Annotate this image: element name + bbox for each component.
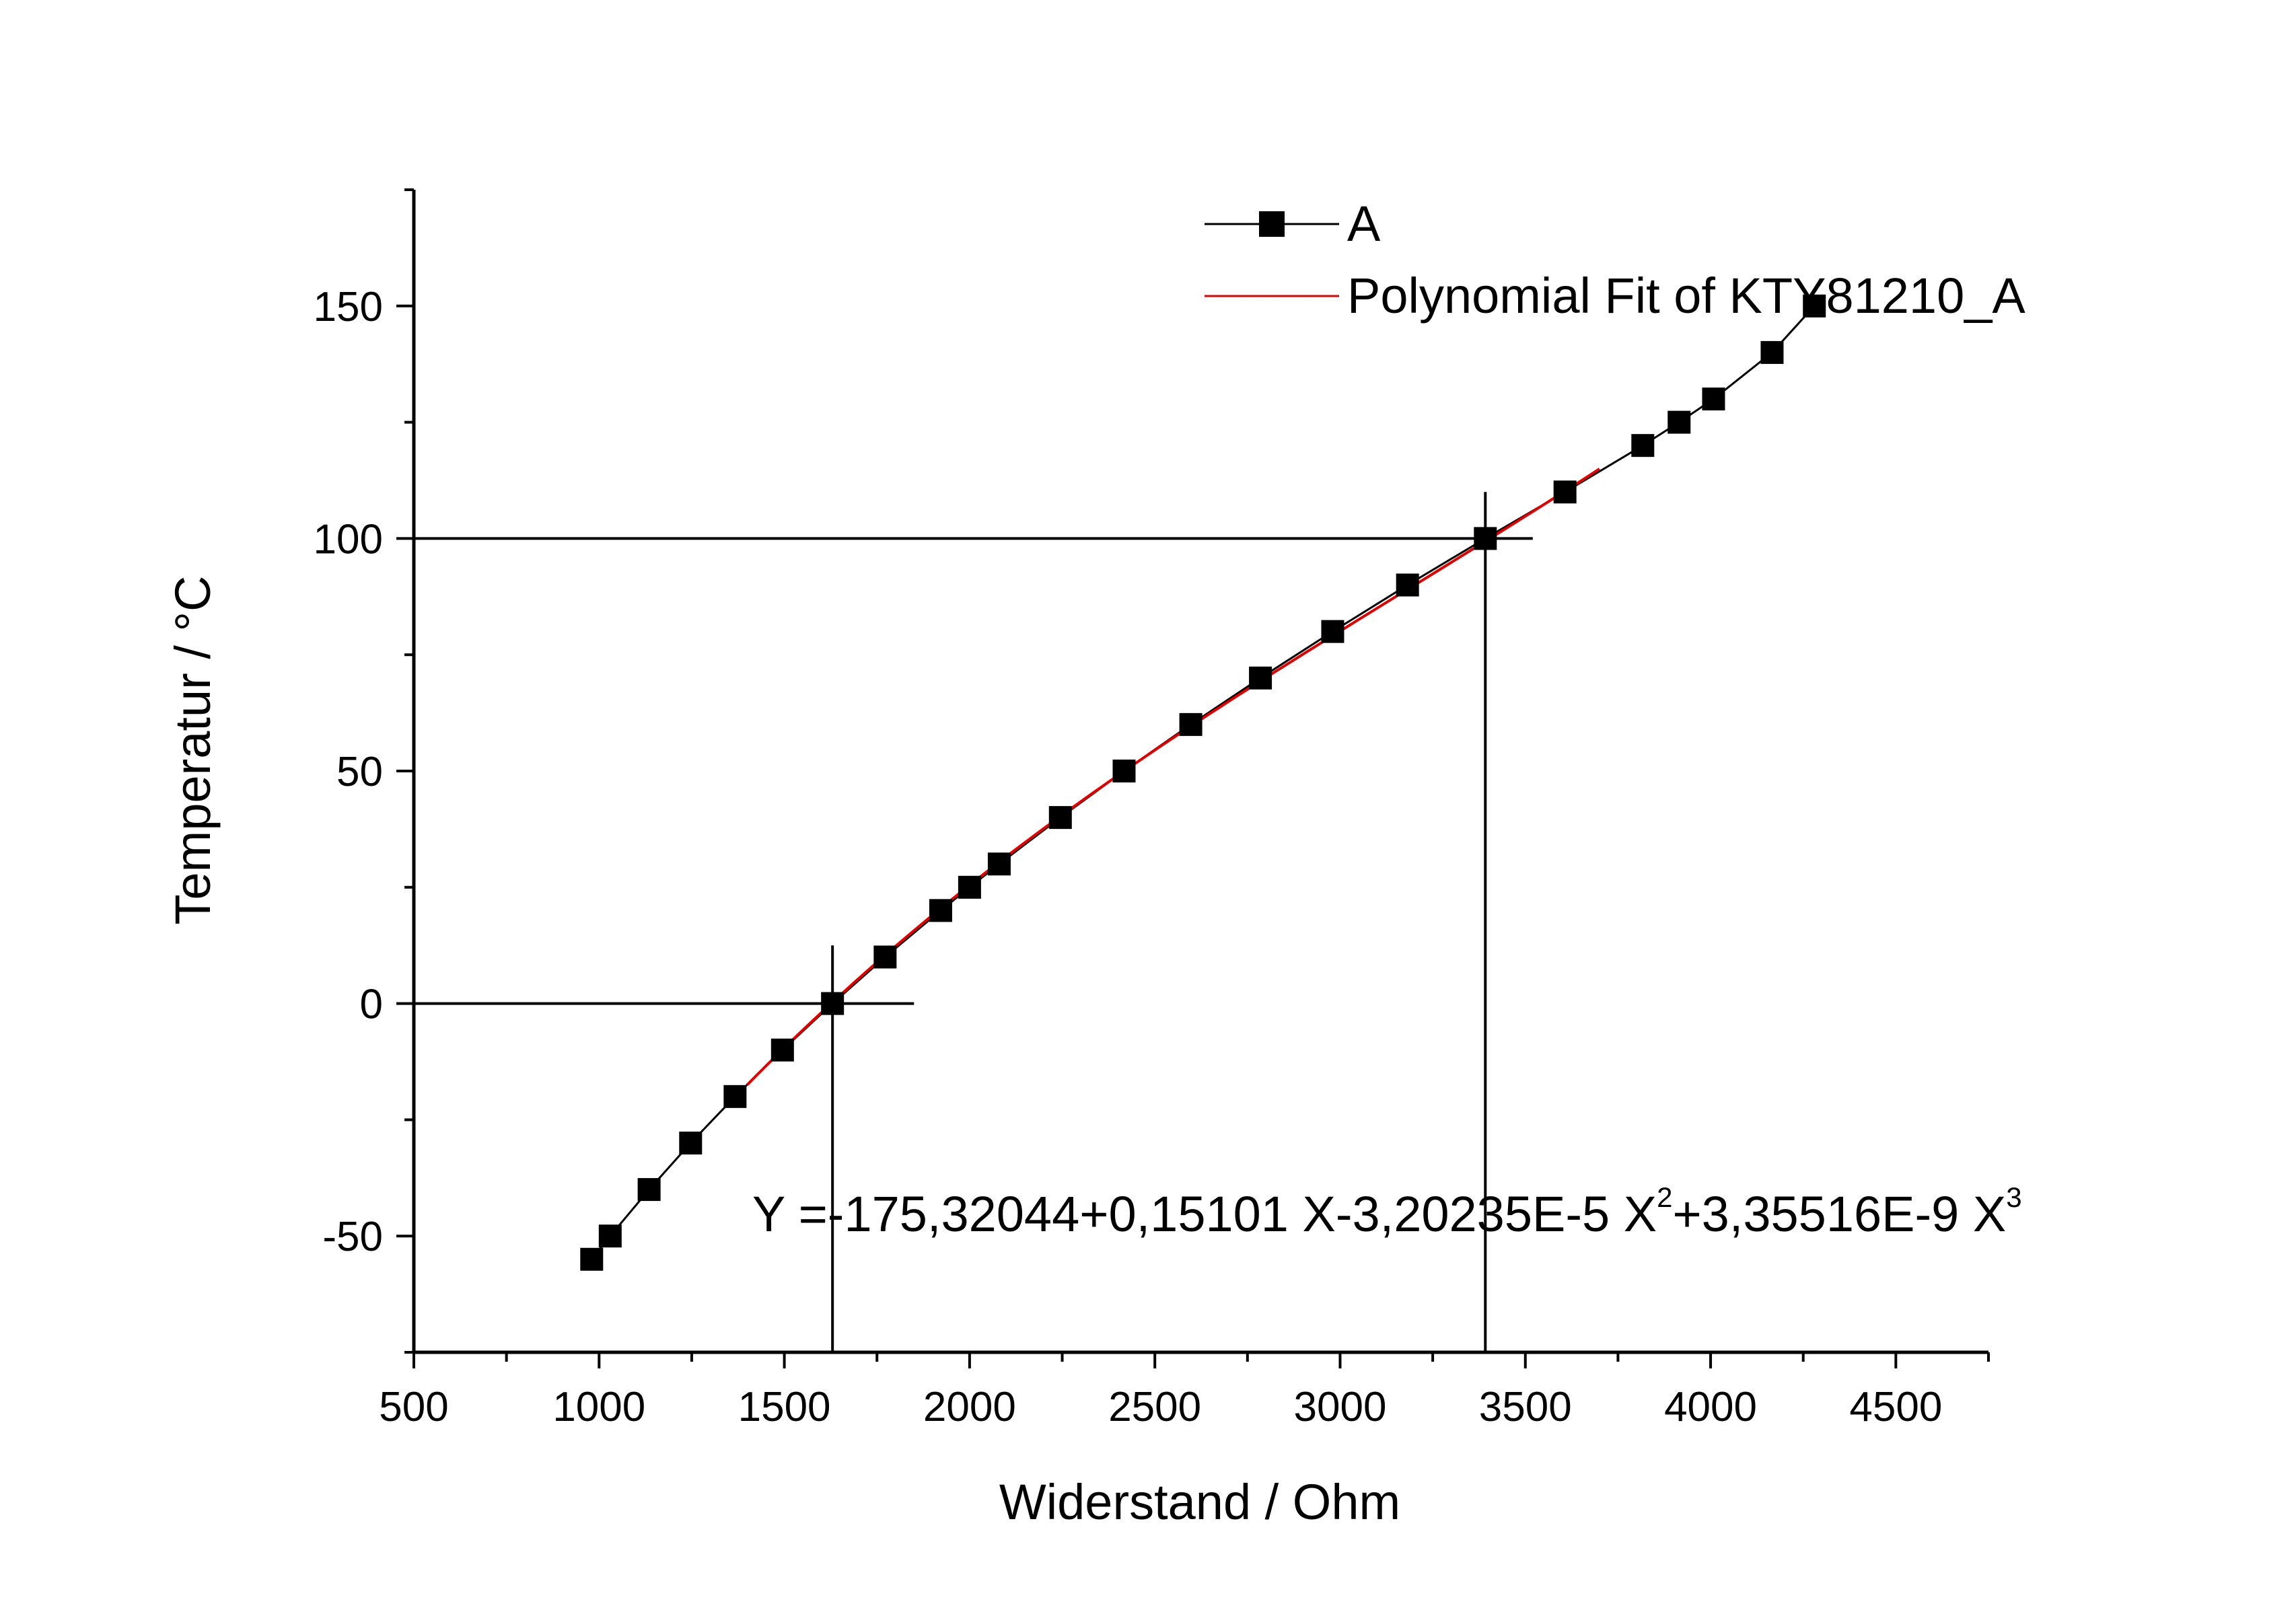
- x-tick-label: 3000: [1294, 1384, 1387, 1430]
- data-point: [770, 1038, 794, 1062]
- x-tick-label: 4000: [1664, 1384, 1757, 1430]
- fit-curve: [746, 468, 1600, 1086]
- legend-label-fit: Polynomial Fit of KTY81210_A: [1347, 268, 2025, 324]
- y-tick-label: 50: [336, 749, 383, 795]
- equation-main: Y =-175,32044+0,15101 X-3,20235E-5 X: [752, 1186, 1657, 1242]
- data-point: [1803, 294, 1826, 318]
- data-point: [679, 1131, 703, 1154]
- data-point: [580, 1247, 604, 1271]
- equation-exponent-2: 2: [1657, 1181, 1672, 1213]
- data-point: [1179, 712, 1203, 736]
- data-point: [1702, 388, 1725, 411]
- y-tick-label: -50: [322, 1214, 383, 1260]
- x-tick-label: 500: [379, 1384, 448, 1430]
- data-point: [1553, 480, 1577, 504]
- data-point: [873, 945, 897, 969]
- legend-marker-a: [1259, 211, 1285, 237]
- equation-middle: +3,35516E-9 X: [1672, 1186, 2006, 1242]
- data-point: [1631, 434, 1655, 457]
- y-tick-label: 100: [314, 516, 383, 562]
- data-point: [723, 1085, 747, 1108]
- x-tick-label: 4500: [1849, 1384, 1942, 1430]
- y-axis-title: Temperatur / °C: [165, 576, 221, 925]
- data-point: [1396, 573, 1419, 597]
- y-tick-label: 0: [360, 982, 383, 1028]
- series-a-line: [591, 305, 1816, 1260]
- data-point: [1474, 527, 1497, 550]
- fit-equation: Y =-175,32044+0,15101 X-3,20235E-5 X2+3,…: [752, 1181, 2022, 1242]
- x-tick-label: 1000: [552, 1384, 645, 1430]
- data-point: [598, 1224, 622, 1248]
- x-tick-label: 2000: [923, 1384, 1016, 1430]
- data-point: [1112, 760, 1136, 782]
- axes: 500 1000 1500 2000 2500 3000 3500 4000 4500 -50 0 5…: [314, 188, 1990, 1430]
- series-layer: [580, 294, 1826, 1271]
- data-point: [1667, 410, 1691, 434]
- data-point: [1321, 620, 1344, 643]
- legend-label-a: A: [1347, 196, 1381, 252]
- data-point: [1048, 806, 1072, 830]
- x-tick-label: 2500: [1108, 1384, 1201, 1430]
- data-point: [958, 875, 981, 899]
- data-point: [1760, 340, 1784, 364]
- y-tick-label: 150: [314, 284, 383, 330]
- fit-equation-text: Y =-175,32044+0,15101 X-3,20235E-5 X2+3,…: [752, 1181, 2022, 1242]
- data-point: [821, 992, 845, 1015]
- x-tick-label: 1500: [738, 1384, 831, 1430]
- data-point: [637, 1178, 661, 1202]
- x-axis-title: Widerstand / Ohm: [999, 1474, 1400, 1530]
- legend: A Polynomial Fit of KTY81210_A: [1205, 196, 2025, 324]
- data-point: [987, 852, 1011, 876]
- data-point: [1249, 666, 1272, 690]
- data-point: [929, 899, 952, 922]
- equation-exponent-3: 3: [2006, 1181, 2021, 1213]
- x-tick-label: 3500: [1479, 1384, 1572, 1430]
